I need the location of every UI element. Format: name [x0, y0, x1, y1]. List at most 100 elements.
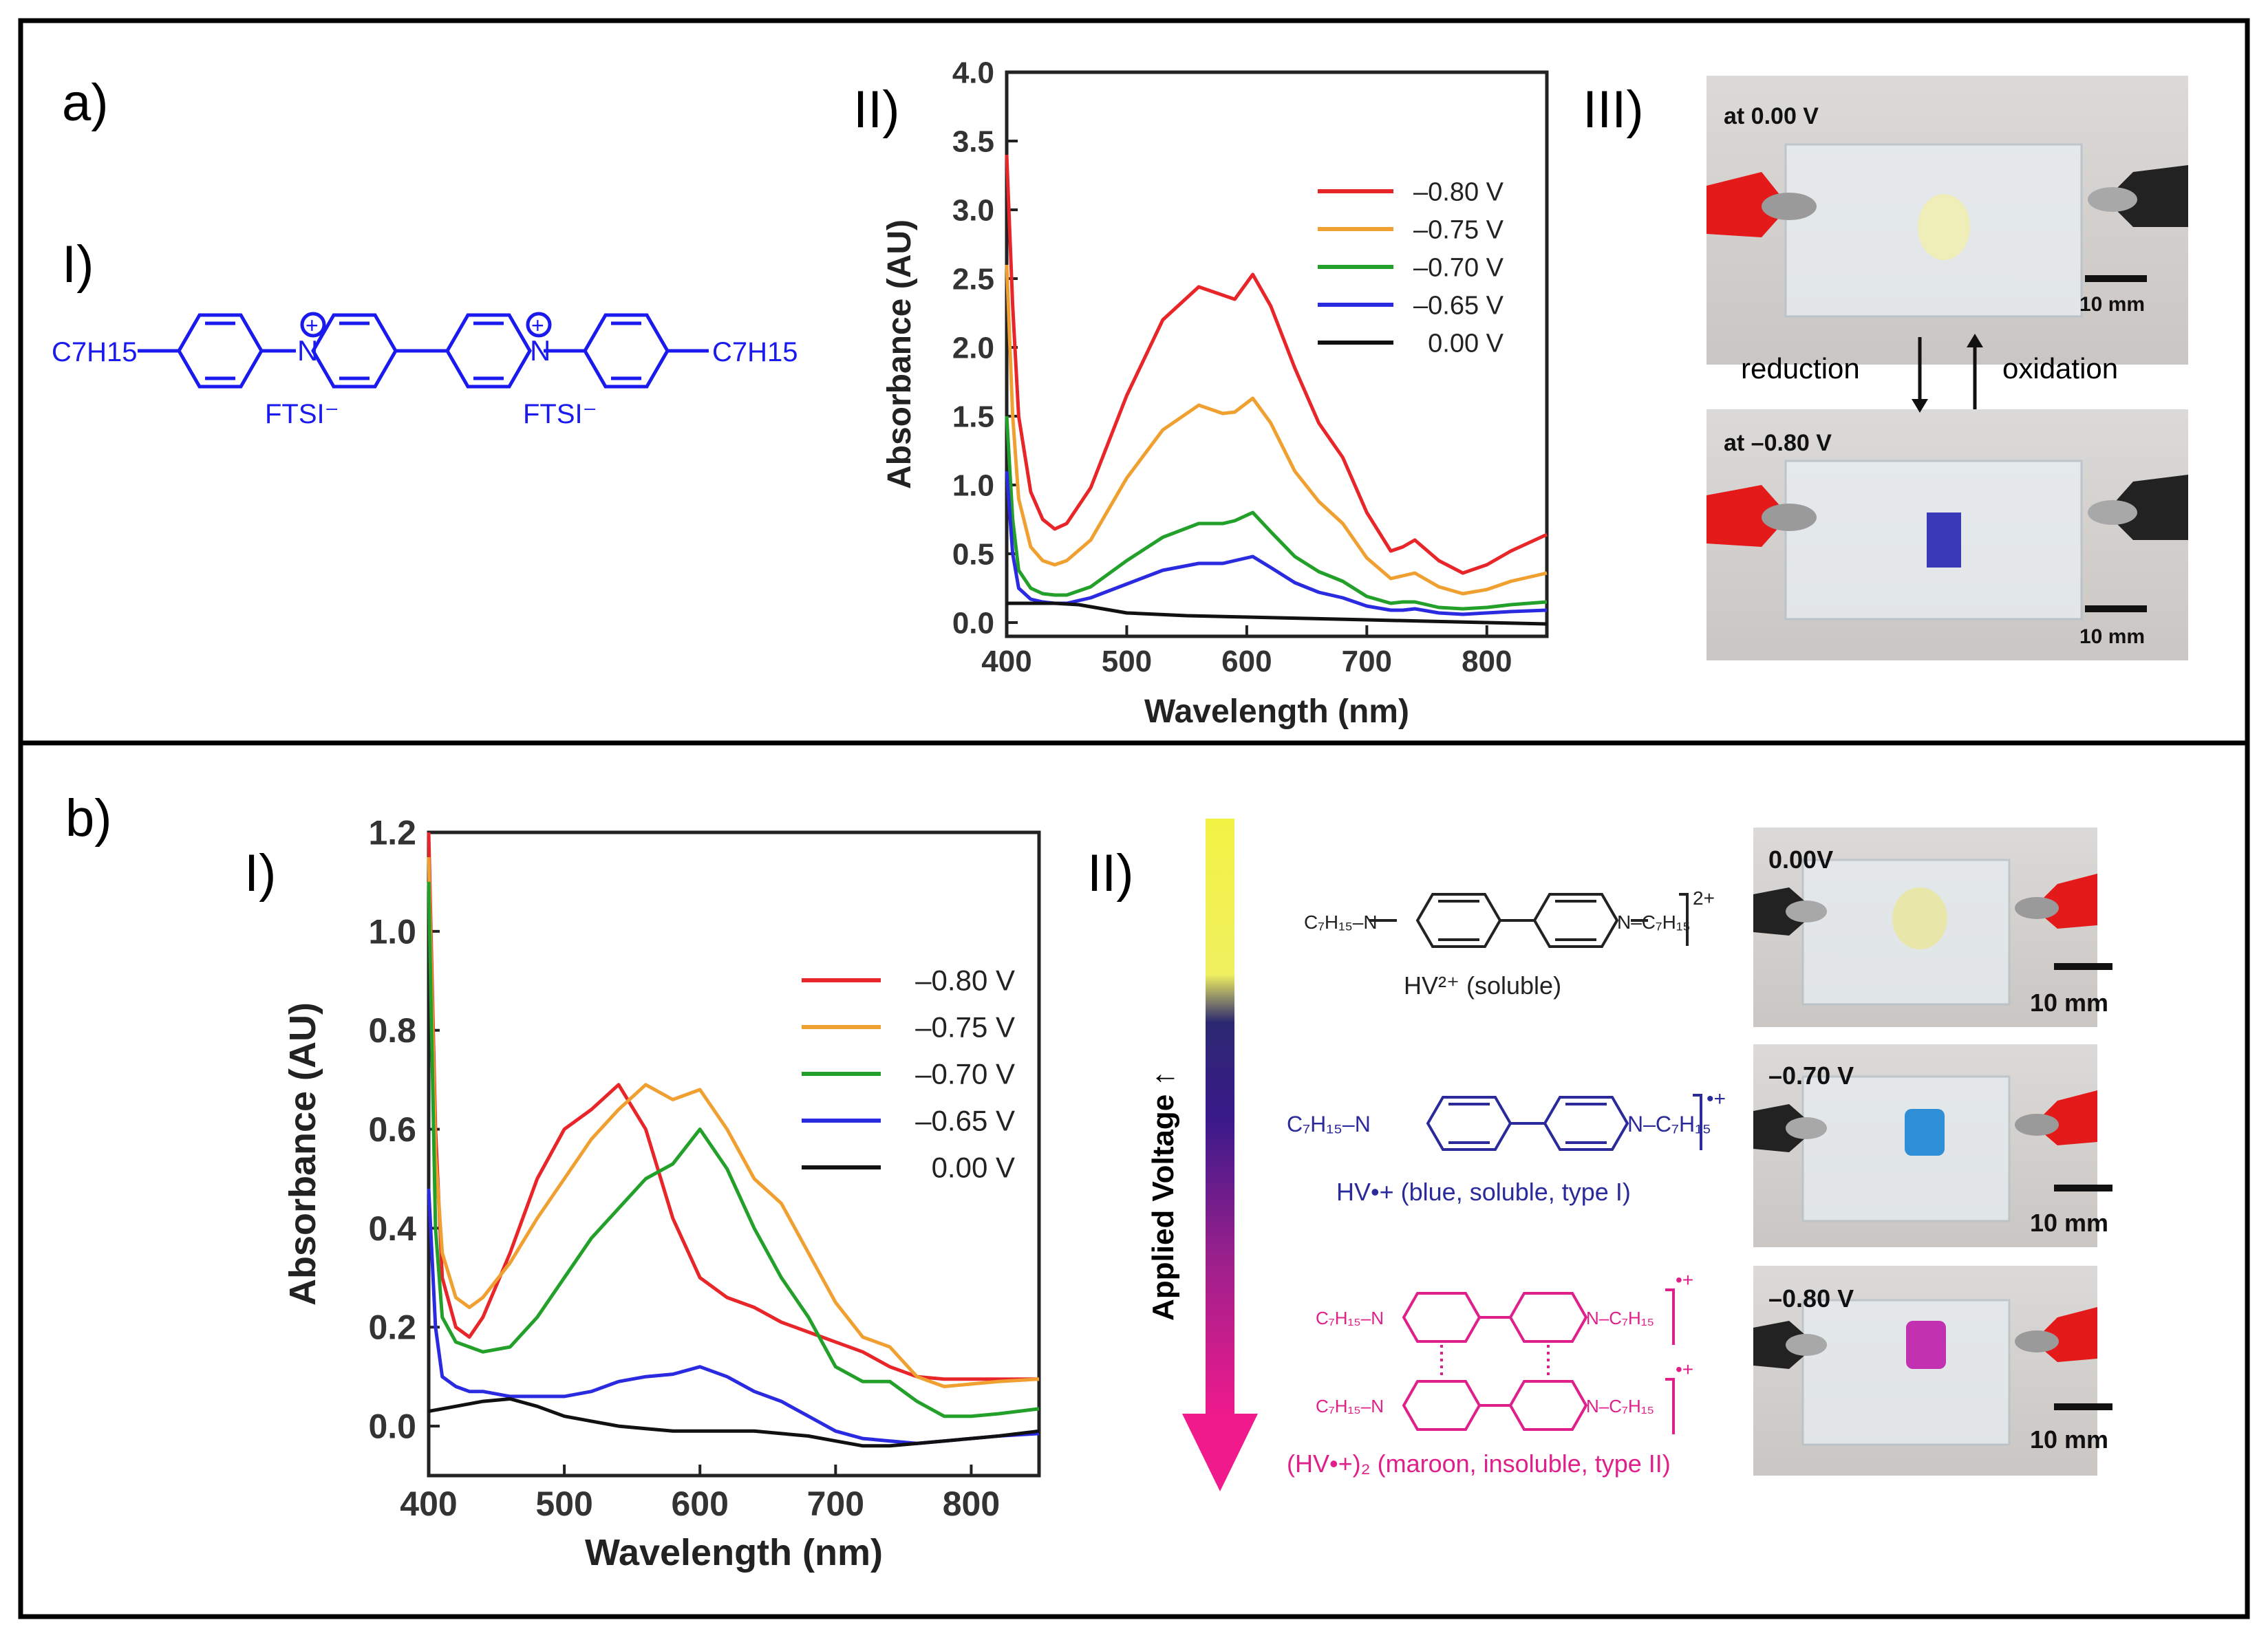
- reduction-label: reduction: [1741, 352, 1860, 385]
- y-tick-label: 0.8: [368, 1011, 416, 1050]
- hv-radical-left: C₇H₁₅–N: [1287, 1112, 1371, 1136]
- y-tick-label: 0.4: [368, 1209, 416, 1248]
- x-axis-title: Wavelength (nm): [1144, 693, 1409, 730]
- hv-radical-right: N–C₇H₁₅: [1627, 1112, 1711, 1136]
- panel-a-sub-I: I): [62, 235, 94, 294]
- panel-a-label: a): [62, 74, 109, 132]
- series-line-3: [427, 881, 1040, 1418]
- counter-ion-left: FTSI⁻: [265, 399, 339, 429]
- photo-a-bottom-label: at –0.80 V: [1724, 430, 1832, 456]
- y-tick-label: 2.5: [952, 262, 994, 296]
- counter-ion-right: FTSI⁻: [523, 399, 597, 429]
- oxidation-label: oxidation: [2002, 352, 2118, 385]
- y-tick-label: 0.0: [952, 606, 994, 640]
- legend-label-5: 0.00 V: [1428, 329, 1504, 358]
- photo-b-2-label: –0.70 V: [1768, 1061, 1854, 1090]
- mol-charge-right: +: [531, 313, 544, 338]
- hv2-structure: [1369, 893, 1689, 948]
- hv-radical-charge: •+: [1707, 1088, 1726, 1110]
- hv-dimer-charge-1: •+: [1676, 1269, 1693, 1291]
- hv-dimer-left-2: C₇H₁₅–N: [1316, 1396, 1384, 1416]
- panel-a-sub-II: II): [853, 80, 900, 139]
- viologen-structure: [138, 312, 709, 389]
- y-tick-label: 0.0: [368, 1407, 416, 1446]
- panel-b-sub-II: II): [1087, 844, 1134, 903]
- legend-label-4: –0.65 V: [915, 1105, 1015, 1137]
- x-tick-label: 400: [981, 645, 1031, 678]
- series-line-1: [1005, 154, 1548, 575]
- photo-a-bottom-scale: 10 mm: [2079, 625, 2145, 648]
- hv-radical-structure: [1426, 1094, 1702, 1151]
- chart-b-I: 400 500 600 700 800 0.0 0.2 0.4 0.6 0.8 1.0 1.2 Wave…: [282, 814, 1041, 1573]
- hv2-name: HV²⁺ (soluble): [1404, 971, 1561, 1000]
- y-tick-label: 1.0: [368, 912, 416, 951]
- hv-dimer-charge-2: •+: [1676, 1359, 1693, 1380]
- mol-n-right: N: [530, 334, 550, 367]
- plot-frame: [427, 830, 1041, 1478]
- photo-b-1: [1753, 828, 2112, 1027]
- panel-a-sub-III: III): [1583, 80, 1644, 139]
- y-tick-label: 1.2: [368, 814, 416, 852]
- hv2-right: N–C₇H₁₅: [1617, 911, 1691, 933]
- legend-label-2: –0.75 V: [915, 1011, 1015, 1044]
- y-tick-label: 0.5: [952, 537, 994, 571]
- x-tick-label: 700: [1342, 645, 1392, 678]
- hv2-charge: 2+: [1693, 887, 1715, 909]
- x-tick-label: 600: [1221, 645, 1272, 678]
- x-tick-label: 800: [1462, 645, 1512, 678]
- y-tick-label: 1.5: [952, 400, 994, 433]
- series-line-1: [427, 832, 1039, 1381]
- y-tick-label: 0.2: [368, 1308, 416, 1347]
- y-tick-label: 3.5: [952, 125, 994, 158]
- plot-frame: [1005, 70, 1549, 638]
- mol-left-group: C7H15: [52, 337, 138, 367]
- hv-dimer-right-2: N–C₇H₁₅: [1586, 1396, 1654, 1416]
- y-axis-title: Absorbance (AU): [282, 1002, 323, 1306]
- series-line-2: [427, 856, 1040, 1388]
- legend-label-3: –0.70 V: [915, 1058, 1015, 1090]
- x-tick-label: 800: [943, 1485, 1000, 1523]
- photo-b-2-scale: 10 mm: [2030, 1209, 2108, 1237]
- photo-b-3-scale: 10 mm: [2030, 1425, 2108, 1454]
- x-tick-label: 500: [1102, 645, 1152, 678]
- legend-label-3: –0.70 V: [1413, 253, 1504, 282]
- photo-a-top: [1707, 76, 2188, 365]
- legend-label-1: –0.80 V: [915, 964, 1015, 997]
- mol-n-left: N: [297, 334, 318, 367]
- y-tick-label: 0.6: [368, 1110, 416, 1149]
- y-axis-title: Absorbance (AU): [881, 219, 918, 489]
- x-tick-label: 700: [807, 1485, 864, 1523]
- chart-a-II: 400 500 600 700 800 0.0 0.5 1.0 1.5 2.0 2.5 3.0 3.5 4…: [881, 56, 1549, 730]
- y-tick-label: 4.0: [952, 56, 994, 89]
- redox-arrows: [1912, 334, 1983, 413]
- x-tick-label: 500: [535, 1485, 592, 1523]
- voltage-gradient-arrow: [1182, 819, 1258, 1491]
- photo-b-1-scale: 10 mm: [2030, 989, 2108, 1017]
- mol-charge-left: +: [306, 313, 319, 338]
- y-tick-label: 1.0: [952, 468, 994, 502]
- series-line-2: [1005, 264, 1548, 596]
- hv2-left: C₇H₁₅–N: [1304, 911, 1378, 933]
- photo-a-top-scale: 10 mm: [2079, 293, 2145, 316]
- y-tick-label: 3.0: [952, 193, 994, 227]
- x-tick-label: 400: [400, 1485, 457, 1523]
- legend-label-5: 0.00 V: [932, 1152, 1015, 1184]
- photo-b-3-label: –0.80 V: [1768, 1284, 1854, 1313]
- hv-radical-name: HV•+ (blue, soluble, type I): [1336, 1178, 1631, 1206]
- photo-a-bottom: [1707, 409, 2188, 660]
- photo-b-3: [1753, 1266, 2112, 1476]
- hv-dimer-right-1: N–C₇H₁₅: [1586, 1308, 1654, 1328]
- hv-dimer-structure: [1402, 1288, 1675, 1434]
- photo-b-1-label: 0.00V: [1768, 845, 1833, 874]
- photo-a-top-label: at 0.00 V: [1724, 103, 1819, 129]
- legend-label-2: –0.75 V: [1413, 215, 1504, 244]
- x-tick-label: 600: [672, 1485, 729, 1523]
- x-axis-title: Wavelength (nm): [585, 1532, 883, 1573]
- y-tick-label: 2.0: [952, 331, 994, 365]
- legend-label-4: –0.65 V: [1413, 291, 1504, 320]
- panel-b-label: b): [65, 789, 112, 848]
- voltage-axis-label: Applied Voltage ↑: [1146, 1071, 1180, 1321]
- series-line-3: [1005, 416, 1548, 611]
- panel-b-frame: [18, 740, 2250, 1619]
- photo-b-2: [1753, 1044, 2112, 1247]
